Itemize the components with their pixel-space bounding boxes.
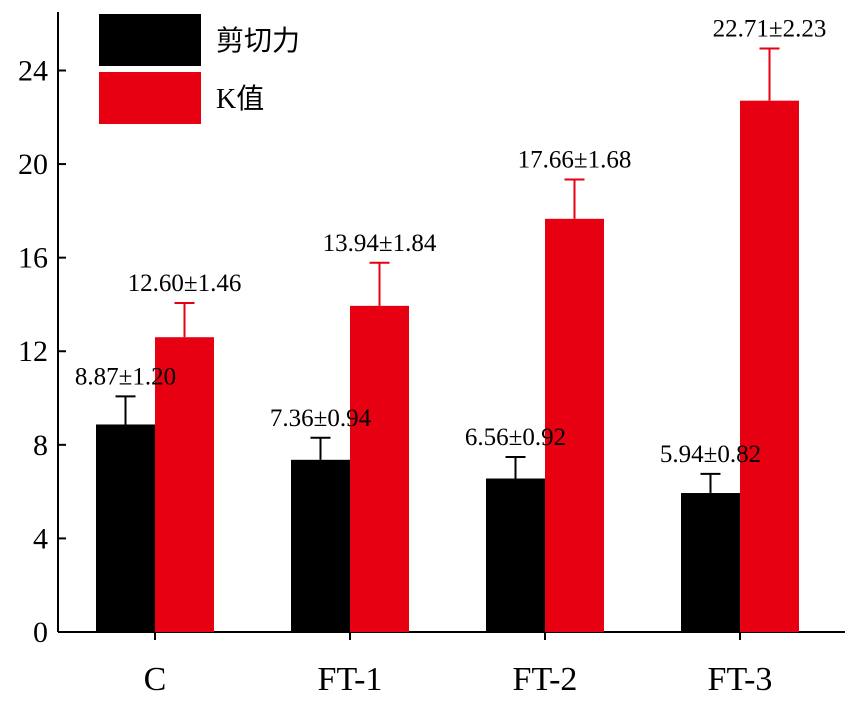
bar <box>545 218 604 633</box>
data-label: 8.87±1.20 <box>75 363 176 390</box>
data-label: 12.60±1.46 <box>128 270 242 297</box>
bar <box>486 478 545 632</box>
bar <box>291 459 350 632</box>
y-tick-label: 24 <box>18 54 48 87</box>
data-label: 5.94±0.82 <box>660 441 761 468</box>
x-tick-label: C <box>144 661 167 698</box>
axes: 0 4 8 12 16 20 24 C FT-1 FT-2 FT-3 <box>18 12 845 698</box>
y-tick-label: 8 <box>33 429 48 462</box>
bar <box>155 337 214 632</box>
data-label: 22.71±2.23 <box>713 15 827 42</box>
data-labels: 8.87±1.20 7.36±0.94 6.56±0.92 5.94±0.82 12.6… <box>75 15 826 467</box>
data-label: 17.66±1.68 <box>518 147 632 174</box>
legend-swatch <box>99 72 201 124</box>
y-tick-label: 0 <box>33 616 48 649</box>
data-label: 7.36±0.94 <box>270 405 372 432</box>
legend: 剪切力 K值 <box>99 14 300 124</box>
bar <box>740 100 799 633</box>
x-tick-label: FT-1 <box>318 661 383 698</box>
y-tick-label: 4 <box>33 522 48 555</box>
x-tick-label: FT-3 <box>708 661 773 698</box>
bar <box>350 305 409 632</box>
legend-swatch <box>99 14 201 66</box>
y-tick-label: 12 <box>18 335 48 368</box>
y-tick-label: 20 <box>18 148 48 181</box>
legend-label: K值 <box>216 83 264 115</box>
data-label: 6.56±0.92 <box>465 424 566 451</box>
bars <box>96 47 799 633</box>
legend-label: 剪切力 <box>216 25 300 57</box>
y-tick-label: 16 <box>18 242 48 275</box>
data-label: 13.94±1.84 <box>323 230 437 257</box>
x-tick-label: FT-2 <box>513 661 578 698</box>
bar <box>681 493 740 632</box>
bar <box>96 424 155 632</box>
